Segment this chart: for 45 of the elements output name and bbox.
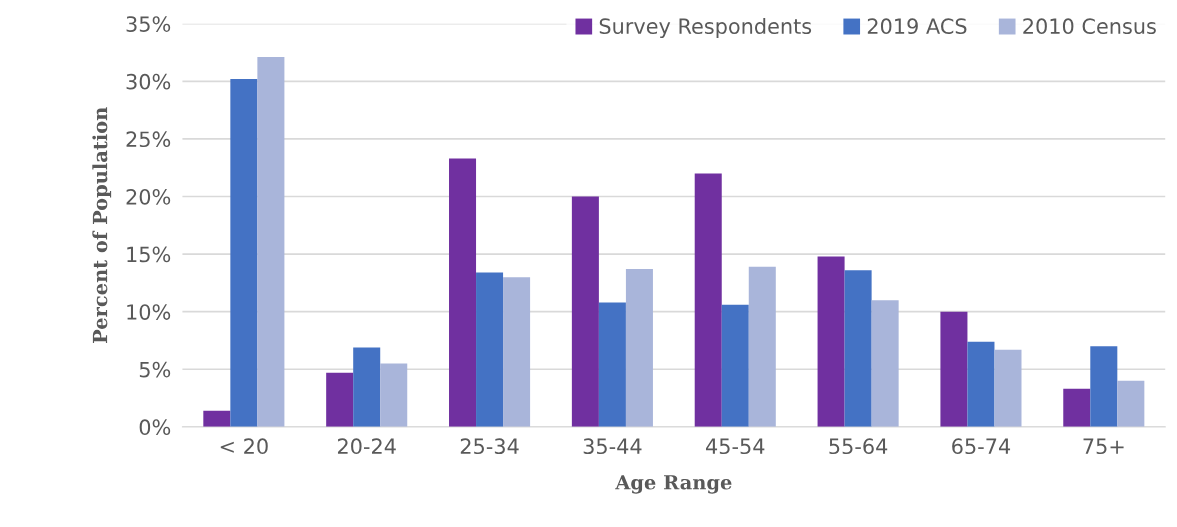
bar <box>994 349 1022 427</box>
y-tick-label: 30% <box>126 73 171 90</box>
y-tick-label: 35% <box>126 16 171 32</box>
y-tick-label: 25% <box>126 131 171 148</box>
bar <box>326 372 354 427</box>
bar <box>380 363 408 427</box>
bar <box>721 304 749 427</box>
legend-label: Survey Respondents <box>599 17 812 39</box>
x-tick-label: 55-64 <box>829 438 888 455</box>
y-tick-label: 5% <box>139 361 171 378</box>
bar <box>203 410 231 427</box>
bar <box>230 79 258 427</box>
x-tick-label: 45-54 <box>706 438 765 455</box>
y-tick-label: 15% <box>127 246 171 263</box>
y-tick-label: 10% <box>127 304 171 320</box>
bar <box>694 173 722 427</box>
bar <box>503 277 531 427</box>
bar <box>817 256 845 427</box>
bar <box>571 196 599 427</box>
bar <box>1117 380 1145 427</box>
bar <box>940 311 968 427</box>
y-tick-label: 20% <box>126 188 171 205</box>
x-tick-label: 25-34 <box>460 438 519 455</box>
bar <box>1063 388 1091 427</box>
x-tick-label: 65-74 <box>952 438 1011 455</box>
y-tick-label: 0% <box>139 419 171 436</box>
bar <box>598 302 626 427</box>
bar <box>1090 346 1118 427</box>
bar <box>476 272 504 427</box>
x-axis-title: Age Range <box>615 475 732 494</box>
y-axis-title: Percent of Population <box>92 107 112 343</box>
legend-label: 2010 Census <box>1023 18 1156 35</box>
bar <box>449 158 477 427</box>
bar <box>625 269 653 427</box>
legend-label: 2019 ACS <box>867 18 967 35</box>
bar <box>257 57 285 427</box>
x-tick-label: 35-44 <box>583 438 642 455</box>
bar <box>967 341 995 427</box>
x-tick-label: 75+ <box>1083 438 1124 455</box>
bar <box>353 347 381 427</box>
x-tick-label: < 20 <box>220 438 268 455</box>
x-tick-label: 20-24 <box>337 438 396 455</box>
bar <box>871 300 899 427</box>
bar <box>748 266 776 427</box>
bar <box>844 270 872 427</box>
